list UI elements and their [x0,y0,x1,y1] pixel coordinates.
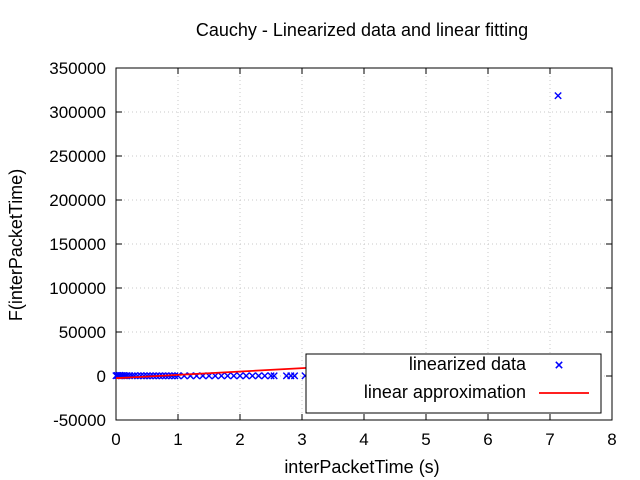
data-point [267,372,275,380]
data-point-stroke [230,372,238,380]
data-point [290,372,299,380]
x-tick-label: 1 [173,430,182,449]
x-tick-label: 7 [545,430,554,449]
y-tick-label: 200000 [49,191,106,210]
y-tick-label: 150000 [49,235,106,254]
data-point-stroke [236,372,244,380]
x-tick-label: 4 [359,430,368,449]
data-point [174,372,182,380]
data-point-stroke [217,372,226,380]
data-point [554,92,562,100]
y-tick-label: 0 [97,367,106,386]
data-point-stroke [242,372,250,380]
legend-label: linearized data [409,354,527,374]
data-point [230,372,238,380]
data-point-stroke [223,372,232,380]
data-point-stroke [261,372,269,380]
data-point [248,372,257,380]
data-point-stroke [270,372,278,380]
data-point-stroke [554,92,562,100]
y-tick-label: 350000 [49,59,106,78]
y-tick-label: 250000 [49,147,106,166]
y-axis-label: F(interPacketTime) [6,169,26,321]
data-point-stroke [290,372,299,380]
data-point-stroke [211,372,219,380]
x-tick-label: 8 [607,430,616,449]
x-tick-label: 3 [297,430,306,449]
data-point-stroke [248,372,257,380]
data-point [254,372,263,380]
data-point-stroke [254,372,263,380]
legend-box [305,353,602,414]
data-point-stroke [174,372,182,380]
x-tick-label: 6 [483,430,492,449]
data-point [261,372,269,380]
legend-marker-x [555,361,563,369]
legend-marker-stroke [555,361,563,369]
y-tick-label: -50000 [53,411,106,430]
data-point-stroke [267,372,275,380]
legend: linearized data linear approximation [305,353,602,414]
data-point [242,372,250,380]
series-group [112,92,567,380]
data-point [270,372,278,380]
data-point [217,372,226,380]
data-point [236,372,244,380]
legend-label: linear approximation [364,382,526,402]
y-tick-label: 300000 [49,103,106,122]
x-tick-label: 5 [421,430,430,449]
x-axis-label: interPacketTime (s) [284,457,439,477]
axis-ticks: 0 1 2 3 4 5 6 7 8 -50000 0 50000 100000 150000 200000 2… [49,59,616,449]
x-tick-label: 2 [235,430,244,449]
x-tick-label: 0 [111,430,120,449]
chart-title: Cauchy - Linearized data and linear fitt… [196,20,528,40]
data-point [223,372,232,380]
y-tick-label: 100000 [49,279,106,298]
y-tick-label: 50000 [59,323,106,342]
